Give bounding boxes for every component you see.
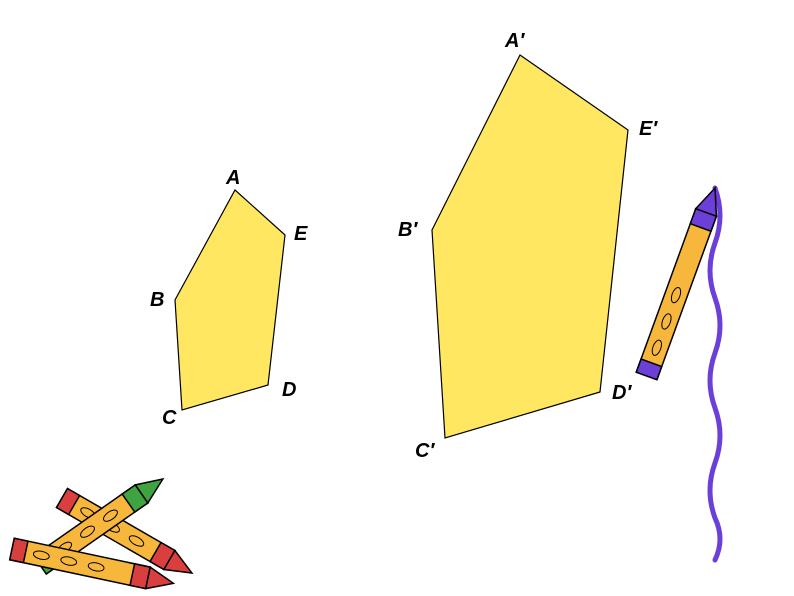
crayon-pile-icon — [0, 0, 794, 596]
diagram-canvas: A E D C B A′ E′ D′ C′ B′ — [0, 0, 794, 596]
